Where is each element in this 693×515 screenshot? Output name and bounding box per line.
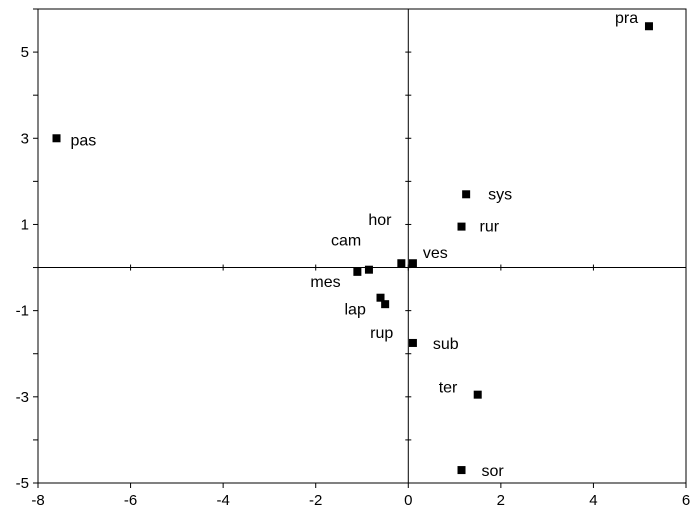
minor-ticks [33,8,412,441]
point-label-cam: cam [331,233,361,250]
point-label-rup: rup [370,325,393,342]
point-label-hor: hor [368,212,392,229]
point-marker-rup [381,300,390,309]
y-tick-label: 1 [21,216,29,233]
y-tick-label: -1 [16,303,29,320]
point-marker-pas [52,134,61,143]
point-marker-pra [644,22,653,31]
point-marker-rur [457,222,466,231]
x-tick-label: -2 [309,492,322,509]
x-tick-label: -4 [216,492,229,509]
point-label-pas: pas [71,132,97,149]
y-axis: -5 -3 -1 1 3 5 [16,44,412,492]
point-marker-lap [376,293,385,302]
point-marker-ves [408,259,417,268]
point-label-mes: mes [310,274,340,291]
point-label-sor: sor [482,463,505,480]
x-tick-label: 0 [404,492,412,509]
x-tick-label: 4 [589,492,597,509]
point-label-ter: ter [439,380,458,397]
point-marker-sub [408,338,417,347]
x-tick-label: -8 [31,492,44,509]
point-marker-ter [473,390,482,399]
point-marker-hor [397,259,406,268]
point-label-pra: pra [615,10,638,27]
point-marker-cam [364,265,373,274]
x-tick-label: 2 [497,492,505,509]
x-axis: -8 -6 -4 -2 0 2 4 6 [31,264,690,509]
point-label-ves: ves [423,245,448,262]
point-label-sub: sub [433,336,459,353]
x-tick-label: -6 [124,492,137,509]
point-label-rur: rur [480,219,500,236]
y-tick-label: -3 [16,389,29,406]
point-marker-sor [457,466,466,475]
x-tick-label: 6 [682,492,690,509]
y-tick-label: 3 [21,130,29,147]
point-marker-mes [353,267,362,276]
point-label-sys: sys [488,186,512,203]
reference-lines [38,9,686,483]
y-tick-label: 5 [21,44,29,61]
point-label-lap: lap [345,302,366,319]
y-tick-label: -5 [16,475,29,492]
point-marker-sys [462,190,471,199]
plot-area-frame [37,8,687,484]
